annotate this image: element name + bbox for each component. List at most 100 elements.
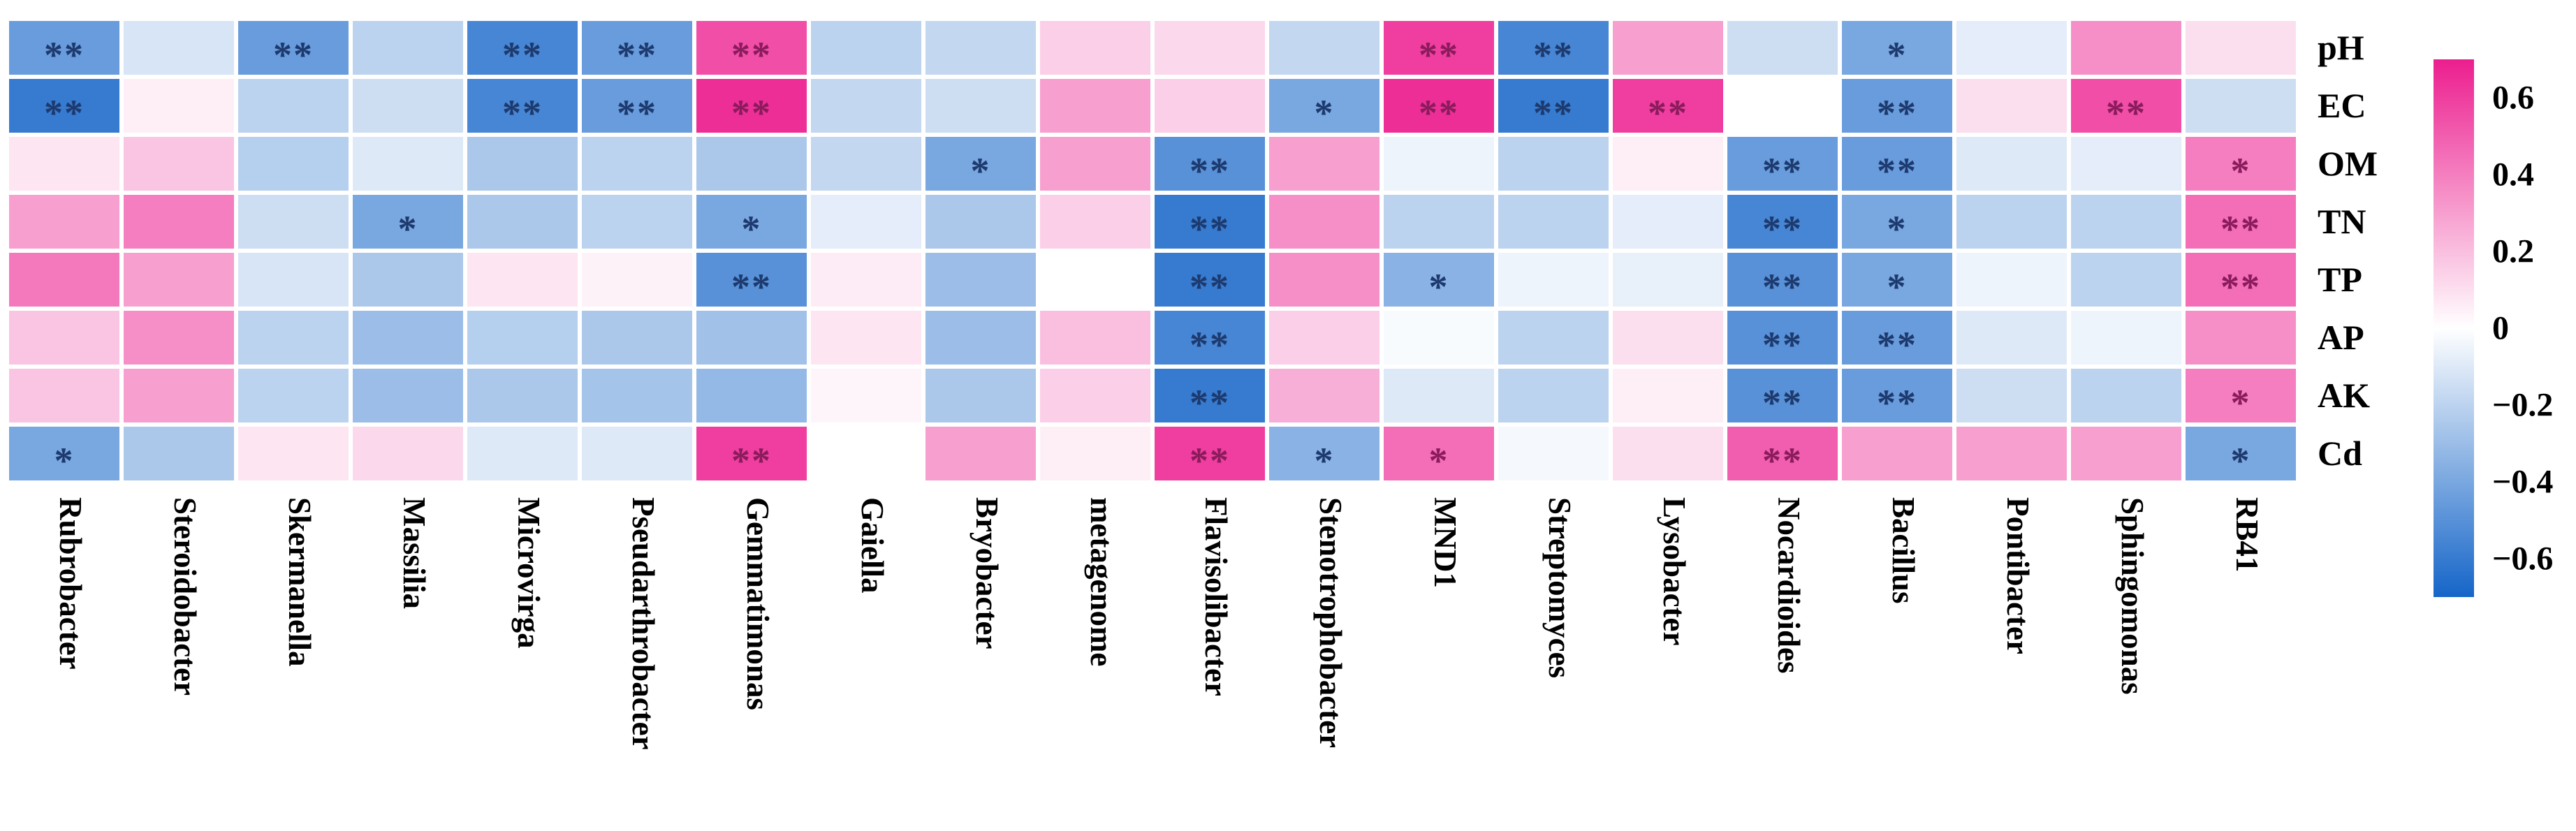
heatmap-cell	[1155, 79, 1265, 133]
y-axis-label: AP	[2318, 318, 2364, 357]
heatmap-cell	[582, 369, 692, 422]
heatmap-cell	[1040, 311, 1150, 365]
heatmap-cell	[353, 427, 463, 480]
heatmap-cell: **	[1155, 311, 1265, 365]
significance-stars: *	[970, 149, 991, 192]
heatmap-cell	[1727, 79, 1838, 133]
heatmap-cell: *	[2186, 137, 2296, 191]
heatmap-cell: **	[2186, 195, 2296, 249]
heatmap-cell	[811, 137, 921, 191]
heatmap-cell	[353, 79, 463, 133]
x-axis-label: Flavisolibacter	[1199, 497, 1234, 696]
x-axis-label: Lysobacter	[1657, 497, 1692, 646]
heatmap-cell: *	[1842, 253, 1952, 307]
colorbar-tick-label: −0.6	[2492, 540, 2554, 578]
heatmap-cell	[1040, 79, 1150, 133]
heatmap-cell	[1040, 195, 1150, 249]
significance-stars: **	[1762, 149, 1803, 192]
significance-stars: **	[1877, 323, 1917, 366]
heatmap-cell	[467, 253, 578, 307]
y-axis-label: OM	[2318, 144, 2378, 183]
significance-stars: *	[2230, 149, 2251, 192]
heatmap-cell: **	[1155, 427, 1265, 480]
significance-stars: *	[397, 207, 418, 250]
heatmap-cell	[1498, 311, 1609, 365]
x-axis-label: Nocardioides	[1771, 497, 1806, 674]
heatmap-cell	[9, 311, 119, 365]
significance-stars: **	[1762, 381, 1803, 424]
heatmap-cell	[1269, 21, 1380, 75]
heatmap-cell: *	[2186, 427, 2296, 480]
x-axis-label: Gaiella	[855, 497, 890, 594]
heatmap-cell	[353, 21, 463, 75]
heatmap-cell	[1498, 195, 1609, 249]
heatmap-cell: **	[1727, 369, 1838, 422]
heatmap-cell: *	[1384, 427, 1494, 480]
significance-stars: **	[2220, 265, 2261, 308]
heatmap-cell	[1956, 369, 2067, 422]
heatmap-cell	[2186, 21, 2296, 75]
heatmap-cell	[1956, 137, 2067, 191]
heatmap-cell	[124, 21, 234, 75]
significance-stars: *	[741, 207, 762, 250]
significance-stars: **	[1762, 265, 1803, 308]
heatmap-cell: **	[9, 79, 119, 133]
significance-stars: **	[1190, 149, 1230, 192]
significance-stars: *	[54, 439, 75, 482]
heatmap-cell	[1956, 311, 2067, 365]
heatmap-cell	[811, 427, 921, 480]
significance-stars: **	[1648, 91, 1688, 134]
heatmap-cell	[925, 21, 1036, 75]
heatmap-cell: *	[925, 137, 1036, 191]
y-axis-label: EC	[2318, 86, 2366, 125]
heatmap-cell: **	[1498, 21, 1609, 75]
heatmap-cell	[1384, 369, 1494, 422]
heatmap-cell	[925, 369, 1036, 422]
heatmap-cell	[1040, 427, 1150, 480]
heatmap-cell	[124, 195, 234, 249]
heatmap-cell	[1956, 79, 2067, 133]
significance-stars: **	[1877, 91, 1917, 134]
heatmap-cell	[467, 137, 578, 191]
heatmap-cell	[353, 253, 463, 307]
heatmap-cell	[1269, 195, 1380, 249]
heatmap-cell	[124, 311, 234, 365]
heatmap-cell	[1269, 253, 1380, 307]
heatmap-cell	[925, 253, 1036, 307]
heatmap-cell	[582, 253, 692, 307]
heatmap-cell	[925, 195, 1036, 249]
heatmap-cell: *	[1842, 195, 1952, 249]
heatmap-cell	[811, 195, 921, 249]
heatmap-cell	[2071, 311, 2181, 365]
heatmap-cell: **	[582, 79, 692, 133]
significance-stars: **	[1190, 265, 1230, 308]
heatmap-cell	[1155, 21, 1265, 75]
x-axis-label: Sphingomonas	[2115, 497, 2150, 695]
colorbar	[2434, 59, 2474, 597]
significance-stars: **	[1762, 207, 1803, 250]
heatmap-cell: **	[696, 79, 807, 133]
heatmap-cell	[1613, 137, 1723, 191]
heatmap-cell	[1613, 311, 1723, 365]
significance-stars: **	[273, 34, 314, 76]
heatmap-cell: *	[9, 427, 119, 480]
heatmap-cell	[1613, 195, 1723, 249]
heatmap-cell: **	[1727, 137, 1838, 191]
significance-stars: **	[2220, 207, 2261, 250]
heatmap-cell	[124, 137, 234, 191]
heatmap-cell: **	[1727, 195, 1838, 249]
significance-stars: **	[1190, 323, 1230, 366]
heatmap-cell	[238, 195, 349, 249]
heatmap-cell: **	[1842, 79, 1952, 133]
heatmap-cell	[1384, 195, 1494, 249]
x-axis-label: Massilia	[397, 497, 432, 610]
heatmap-cell	[696, 369, 807, 422]
heatmap-cell	[925, 311, 1036, 365]
heatmap-cell: **	[1727, 427, 1838, 480]
heatmap-cell	[1727, 21, 1838, 75]
heatmap-cell: **	[696, 21, 807, 75]
significance-stars: **	[731, 34, 772, 76]
heatmap-cell	[582, 427, 692, 480]
heatmap-cell	[467, 427, 578, 480]
